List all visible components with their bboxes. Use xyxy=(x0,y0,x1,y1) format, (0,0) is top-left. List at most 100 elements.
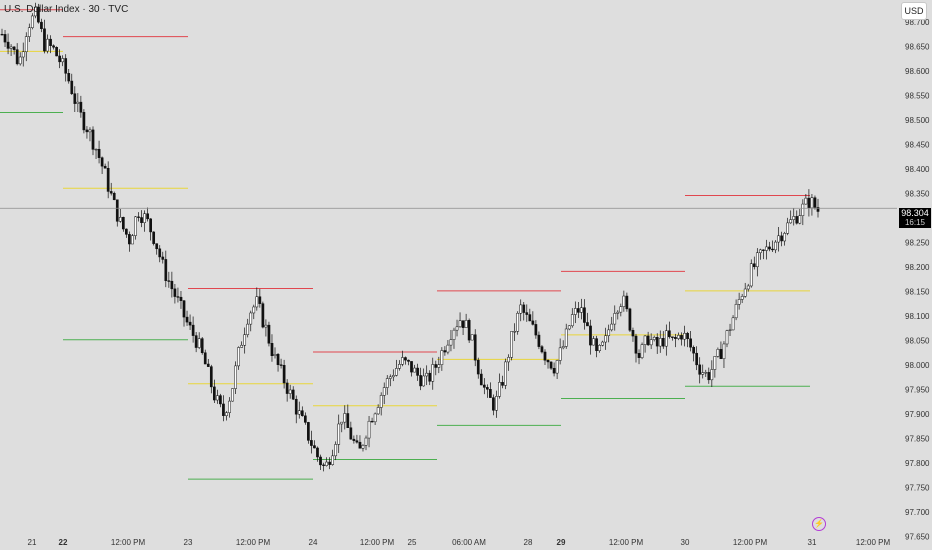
candle xyxy=(492,394,495,416)
time-axis[interactable]: 21 22 12:00 PM 23 12:00 PM 24 12:00 PM 25 06:00 … xyxy=(28,538,891,547)
candle xyxy=(49,35,52,54)
candle xyxy=(261,301,265,329)
candle xyxy=(725,329,729,348)
candle xyxy=(143,210,146,232)
candle xyxy=(79,95,83,118)
candle xyxy=(640,342,644,360)
candle xyxy=(607,324,611,343)
candle xyxy=(307,421,310,444)
candle xyxy=(495,390,498,418)
candle xyxy=(228,397,231,418)
candle xyxy=(337,414,341,453)
candle xyxy=(358,435,362,449)
candle xyxy=(376,404,380,415)
candle xyxy=(185,310,189,326)
candle xyxy=(807,189,811,217)
candle xyxy=(768,241,771,252)
candle xyxy=(294,395,298,424)
y-tick-label: 98.550 xyxy=(905,92,930,101)
candle xyxy=(704,369,708,377)
candle xyxy=(394,359,398,377)
candle xyxy=(537,331,541,350)
x-tick-label: 06:00 AM xyxy=(452,538,486,547)
candle xyxy=(134,215,137,240)
candle xyxy=(27,23,31,42)
candle xyxy=(352,435,356,444)
candle xyxy=(197,332,201,350)
candle xyxy=(313,440,316,449)
x-tick-label: 12:00 PM xyxy=(236,538,271,547)
candle xyxy=(743,282,747,298)
candle xyxy=(416,363,419,381)
candle xyxy=(182,299,186,327)
y-tick-label: 98.450 xyxy=(905,141,930,150)
y-tick-label: 98.100 xyxy=(905,312,930,321)
candle xyxy=(9,44,13,57)
candle xyxy=(658,330,662,353)
candle xyxy=(504,358,507,390)
candle xyxy=(288,384,292,399)
candle xyxy=(476,357,480,379)
candle xyxy=(740,293,744,304)
x-tick-label: 22 xyxy=(59,538,68,547)
candle xyxy=(137,212,140,222)
lightning-bolt-icon[interactable]: ⚡ xyxy=(812,517,826,531)
candle xyxy=(728,323,732,336)
candle xyxy=(255,287,259,311)
x-tick-label: 30 xyxy=(681,538,690,547)
candle xyxy=(40,18,43,33)
candle xyxy=(795,210,799,225)
candle xyxy=(734,299,738,321)
candle xyxy=(388,374,392,387)
candle xyxy=(813,195,817,210)
candle xyxy=(622,290,626,312)
candle xyxy=(759,248,762,260)
candle xyxy=(561,340,565,350)
candle xyxy=(76,93,80,113)
candle xyxy=(267,321,271,347)
candle xyxy=(686,331,689,348)
candle xyxy=(61,55,65,67)
y-tick-label: 97.750 xyxy=(905,484,930,493)
candle xyxy=(179,290,183,309)
y-tick-label: 98.650 xyxy=(905,43,930,52)
candle xyxy=(319,454,322,470)
candle xyxy=(589,319,592,355)
candle xyxy=(425,365,429,386)
y-tick-label: 98.200 xyxy=(905,263,930,272)
candle xyxy=(552,362,556,377)
candle xyxy=(601,340,604,347)
candle xyxy=(649,333,653,350)
candle xyxy=(467,318,471,343)
candle xyxy=(452,327,456,349)
candle xyxy=(631,327,635,342)
candle xyxy=(346,404,350,428)
candle xyxy=(437,356,441,374)
candle xyxy=(680,332,683,346)
candle xyxy=(212,379,216,404)
candle xyxy=(297,401,301,419)
candle xyxy=(55,46,58,57)
candle xyxy=(24,32,28,62)
y-tick-label: 98.400 xyxy=(905,165,930,174)
candle xyxy=(37,3,40,24)
candle xyxy=(592,336,595,346)
candle xyxy=(85,126,89,139)
candle xyxy=(674,333,677,348)
candle xyxy=(58,49,61,69)
candle xyxy=(501,375,504,389)
candle xyxy=(404,356,407,365)
candle xyxy=(173,283,177,304)
currency-button[interactable]: USD xyxy=(901,2,927,20)
candle xyxy=(52,44,55,50)
candle xyxy=(340,421,344,433)
candle xyxy=(109,182,113,196)
price-axis[interactable]: 98.700 98.650 98.600 98.550 98.500 98.450 98.4… xyxy=(905,18,930,542)
candle xyxy=(464,313,468,328)
candle xyxy=(140,210,143,228)
bar-countdown: 16:15 xyxy=(904,218,926,227)
y-tick-label: 97.700 xyxy=(905,508,930,517)
candle xyxy=(46,34,49,54)
candle xyxy=(125,228,128,238)
